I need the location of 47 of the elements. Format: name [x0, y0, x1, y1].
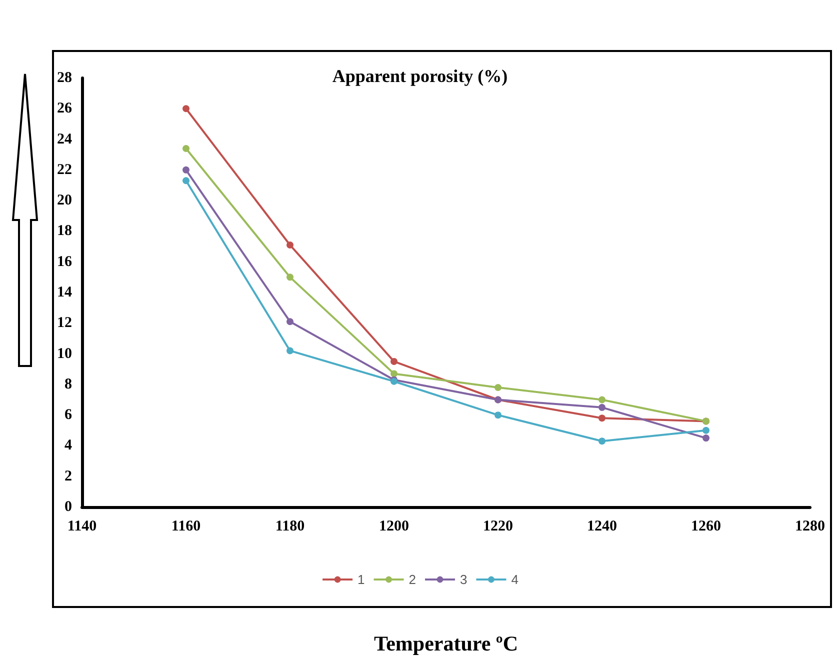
point: [182, 177, 190, 184]
y-tick-label: 22: [57, 162, 72, 178]
x-tick-label: 1260: [691, 518, 721, 534]
legend-label: 1: [358, 572, 365, 587]
point: [182, 105, 190, 112]
y-tick-label: 26: [57, 100, 72, 117]
point: [286, 318, 294, 326]
x-tick-label: 1180: [275, 518, 305, 534]
y-tick-label: 14: [57, 284, 72, 300]
y-tick-label: 2: [64, 468, 72, 484]
point: [598, 404, 606, 411]
y-tick-label: 6: [64, 407, 72, 424]
point: [598, 396, 606, 404]
point: [286, 242, 294, 248]
point: [286, 274, 294, 281]
y-tick-label: 20: [57, 192, 72, 209]
point: [390, 358, 398, 365]
x-tick-label: 1280: [795, 518, 825, 534]
x-axis-title: Temperature ºC: [374, 632, 518, 656]
point: [390, 370, 398, 378]
point: [286, 347, 294, 354]
y-tick-label: 0: [64, 499, 72, 515]
point: [182, 144, 190, 152]
y-tick-label: 28: [57, 70, 72, 86]
x-tick-label: 1140: [67, 518, 97, 534]
chart-title: Apparent porosity (%): [332, 66, 508, 86]
point: [494, 384, 502, 391]
point: [598, 438, 606, 445]
y-tick-label: 12: [57, 315, 72, 332]
y-tick-label: 4: [64, 438, 72, 454]
point: [182, 166, 190, 174]
point: [702, 426, 710, 434]
x-tick-label: 1220: [483, 518, 513, 534]
legend-label: 4: [511, 572, 518, 587]
legend-label: 3: [460, 572, 468, 587]
y-tick-label: 16: [57, 254, 72, 270]
y-tick-label: 24: [57, 131, 72, 148]
y-tick-label: 10: [57, 346, 72, 362]
legend-label: 2: [408, 572, 416, 587]
x-tick-label: 1200: [379, 518, 409, 534]
x-tick-label: 1240: [587, 518, 617, 534]
point: [598, 414, 606, 422]
point: [494, 412, 502, 419]
x-tick-label: 1160: [171, 518, 201, 534]
y-tick-label: 8: [64, 376, 72, 392]
point: [702, 434, 710, 442]
y-tick-label: 18: [57, 223, 72, 240]
